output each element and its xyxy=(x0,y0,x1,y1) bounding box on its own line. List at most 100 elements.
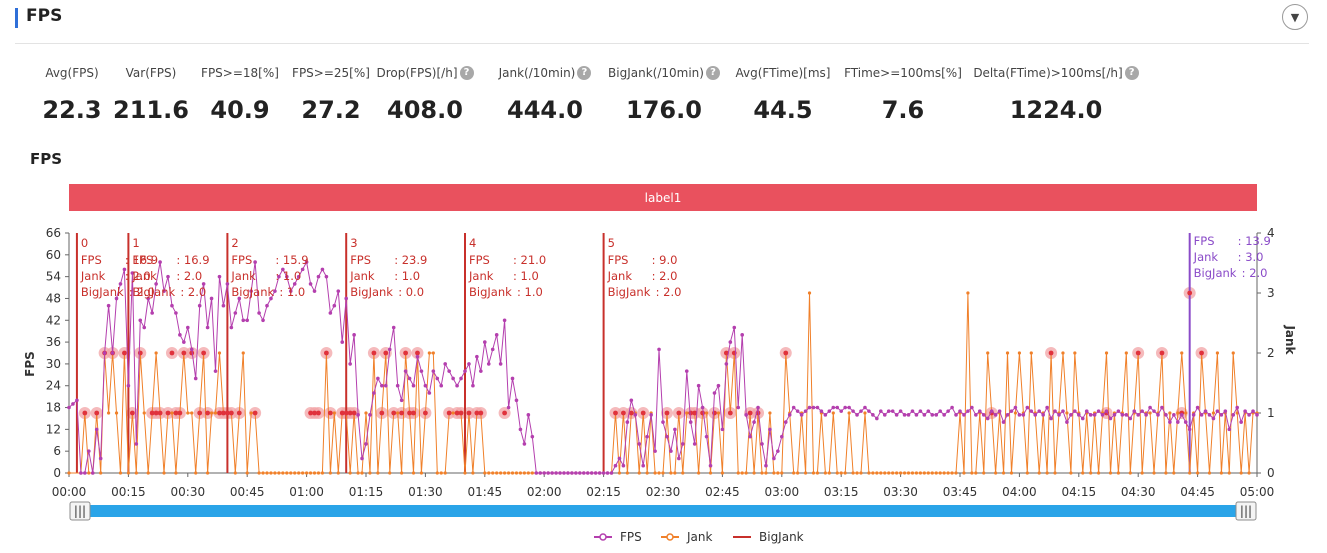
fps-point xyxy=(83,471,87,475)
jank-point xyxy=(938,471,942,475)
slider-handle-left[interactable] xyxy=(69,501,91,521)
metric-1: Var(FPS) 211.6 xyxy=(61,64,241,124)
fps-point xyxy=(1065,420,1069,424)
help-icon[interactable]: ? xyxy=(705,66,720,80)
jank-highlight-point xyxy=(351,410,357,416)
jank-point xyxy=(1089,471,1093,475)
metric-label-text: FTime>=100ms[%] xyxy=(844,66,962,80)
time-range-slider[interactable] xyxy=(76,505,1250,517)
fps-point xyxy=(1148,405,1152,410)
metric-label-text: Drop(FPS)[/h] xyxy=(376,66,458,80)
jank-highlight-point xyxy=(137,350,143,356)
fps-point xyxy=(748,434,752,439)
jank-point xyxy=(1128,471,1132,475)
jank-highlight-point xyxy=(94,410,100,416)
fps-point xyxy=(340,340,345,344)
jank-point xyxy=(704,411,709,415)
jank-highlight-point xyxy=(173,410,179,416)
metric-value: 22.3 xyxy=(42,96,102,124)
jank-point xyxy=(241,351,245,355)
jank-highlight-point xyxy=(308,410,313,416)
fps-point xyxy=(681,442,685,446)
fps-point xyxy=(677,456,681,461)
jank-point xyxy=(1009,471,1014,475)
fps-point xyxy=(1207,413,1212,417)
metric-5: Jank(/10min)? 444.0 xyxy=(455,64,635,124)
fps-point xyxy=(617,456,622,461)
fps-point xyxy=(768,427,772,432)
annotation-fps-value: : 23.9 xyxy=(394,253,427,267)
y2-tick-label: 3 xyxy=(1267,286,1275,300)
jank-point xyxy=(301,471,305,475)
jank-point xyxy=(669,471,673,475)
jank-highlight-point xyxy=(383,350,389,356)
fps-point xyxy=(847,405,851,410)
jank-point xyxy=(1247,471,1251,475)
fps-point xyxy=(1243,409,1247,413)
annotation-fps-value: : 21.0 xyxy=(513,253,546,267)
y-tick-label: 48 xyxy=(46,291,61,305)
fps-point xyxy=(1073,409,1077,413)
jank-point xyxy=(752,471,756,475)
fps-point xyxy=(704,434,709,439)
fps-point xyxy=(475,354,479,359)
jank-highlight-point xyxy=(82,410,88,416)
jank-point xyxy=(859,471,863,475)
fps-point xyxy=(1009,409,1014,413)
jank-point xyxy=(673,471,677,475)
fps-point xyxy=(245,318,249,323)
jank-point xyxy=(530,471,534,475)
legend-item-fps[interactable]: FPS xyxy=(594,530,642,544)
jank-point xyxy=(962,471,966,475)
fps-point xyxy=(419,369,424,373)
legend-item-jank[interactable]: Jank xyxy=(661,530,712,544)
jank-point xyxy=(1001,471,1006,475)
fps-point xyxy=(1179,413,1184,417)
help-icon[interactable]: ? xyxy=(1124,66,1139,80)
fps-point xyxy=(1096,409,1101,413)
jank-point xyxy=(419,471,424,475)
help-icon[interactable]: ? xyxy=(459,66,474,80)
y-tick-label: 36 xyxy=(46,335,61,349)
fps-point xyxy=(360,456,364,461)
jank-point xyxy=(847,411,851,415)
fps-point xyxy=(902,413,907,417)
annotation-marker-number: 1 xyxy=(132,236,139,250)
fps-point xyxy=(871,413,875,417)
fps-point xyxy=(1164,413,1168,417)
jank-point xyxy=(245,471,249,475)
fps-point xyxy=(609,471,614,475)
help-icon[interactable]: ? xyxy=(577,66,592,80)
legend-item-bigjank[interactable]: BigJank xyxy=(733,530,804,544)
fps-point xyxy=(423,383,428,388)
fps-point xyxy=(1088,413,1093,417)
jank-point xyxy=(685,411,689,415)
jank-point xyxy=(1172,471,1176,475)
jank-point xyxy=(483,471,487,475)
jank-point xyxy=(661,471,665,475)
fps-point xyxy=(1120,413,1125,417)
fps-point xyxy=(1128,416,1133,421)
jank-highlight-point xyxy=(423,410,428,416)
annotation-bigjank-value: : 2.0 xyxy=(1242,266,1268,280)
jank-point xyxy=(697,471,701,475)
fps-point xyxy=(471,383,475,388)
fps-point xyxy=(791,405,796,410)
fps-point xyxy=(966,409,970,413)
metric-label: Jank(/10min)? xyxy=(455,64,635,82)
annotation-fps-value: : 9.0 xyxy=(652,253,678,267)
jank-point xyxy=(1073,351,1077,355)
metric-label-text: Delta(FTime)>100ms[/h] xyxy=(973,66,1123,80)
jank-point xyxy=(1013,411,1018,415)
jank-point xyxy=(114,411,119,415)
annotation-jank-label: Jank xyxy=(1193,250,1219,264)
slider-handle-right[interactable] xyxy=(1235,501,1257,521)
jank-point xyxy=(451,411,455,415)
collapse-button[interactable]: ▼ xyxy=(1282,4,1308,30)
fps-point xyxy=(75,398,79,403)
fps-point xyxy=(178,333,182,337)
fps-point xyxy=(863,405,867,410)
jank-point xyxy=(966,291,970,295)
